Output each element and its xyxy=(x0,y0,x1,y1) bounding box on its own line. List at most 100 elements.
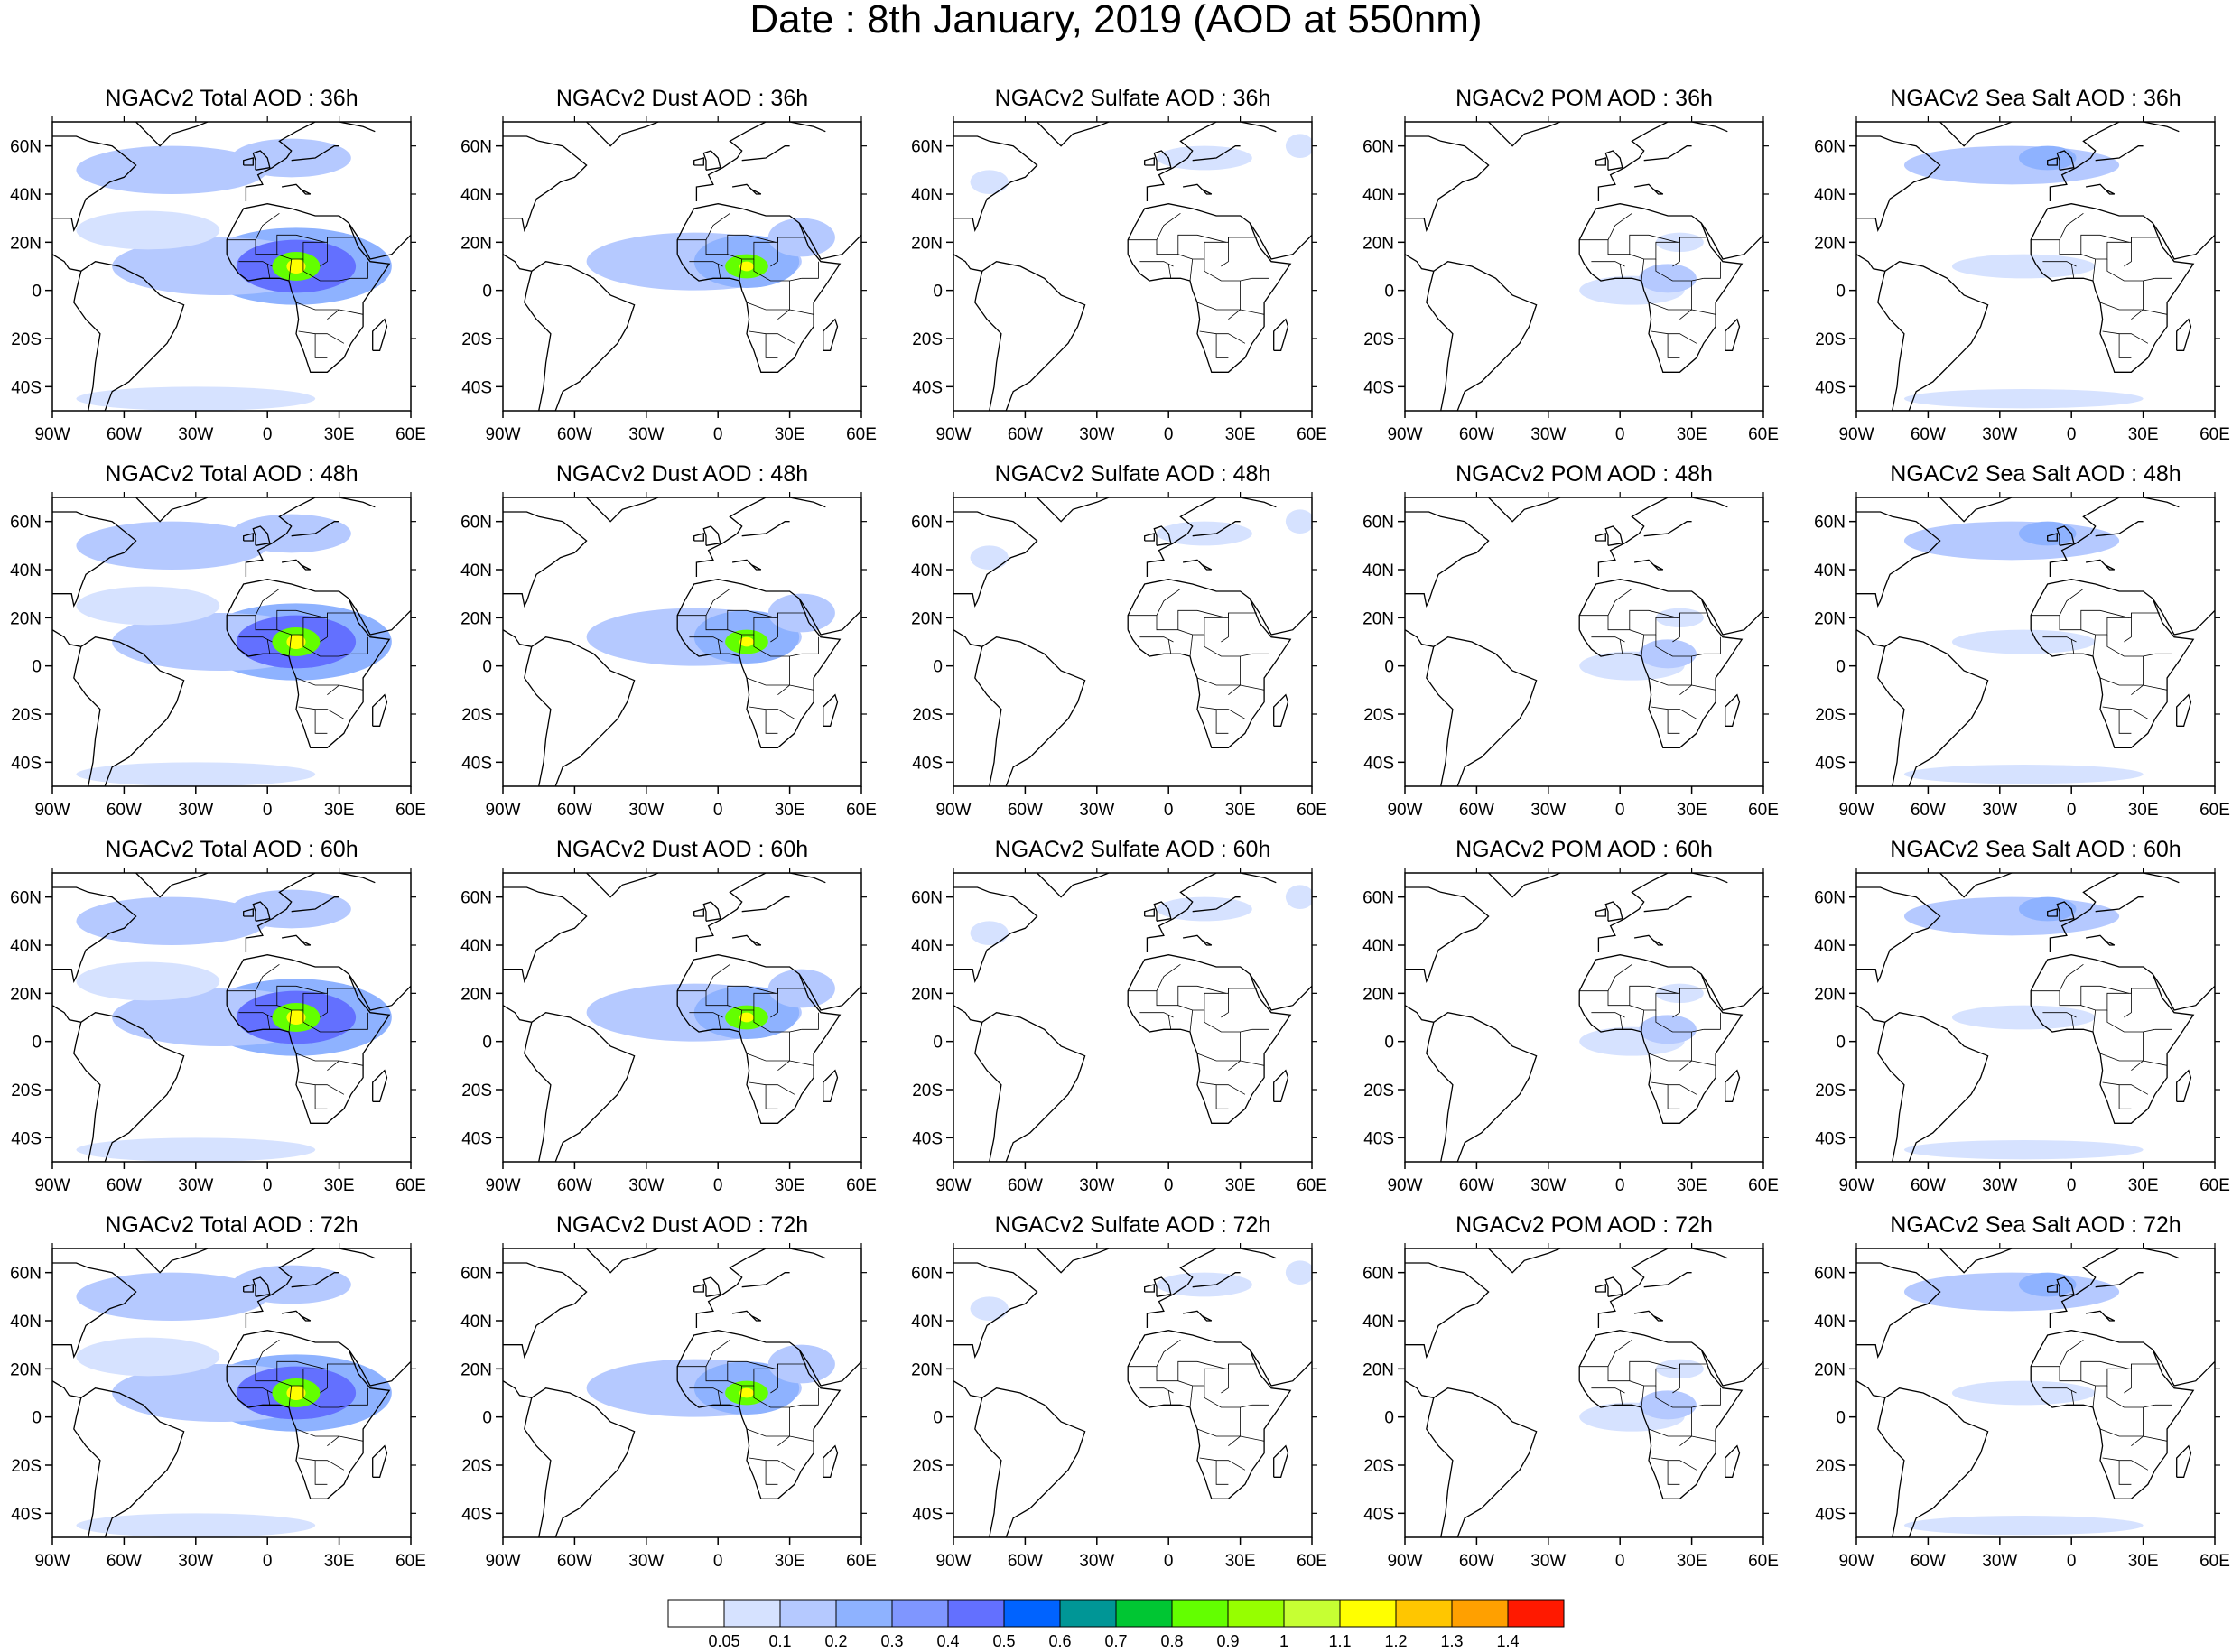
panel-title: NGACv2 Dust AOD : 36h xyxy=(555,86,809,111)
border xyxy=(266,639,271,654)
lat-tick-label: 20N xyxy=(911,234,943,253)
lon-tick-label: 30E xyxy=(1677,1552,1707,1571)
border xyxy=(2070,639,2075,654)
lon-tick-label: 0 xyxy=(2067,801,2077,820)
border xyxy=(2154,636,2172,654)
aod-field xyxy=(1903,1272,2120,1312)
aod-field xyxy=(231,514,351,553)
colorbar-label: 0.1 xyxy=(768,1632,791,1650)
lat-tick-label: 40N xyxy=(10,186,42,205)
border xyxy=(2080,609,2129,630)
coastline xyxy=(73,636,185,786)
lat-tick-label: 40N xyxy=(911,186,943,205)
coastline xyxy=(1192,896,1241,913)
lat-tick-label: 40S xyxy=(461,378,492,397)
border xyxy=(2118,1084,2132,1109)
coastline xyxy=(348,973,411,1011)
border xyxy=(276,609,325,630)
coastline xyxy=(1877,1012,1989,1162)
coastline xyxy=(1595,1284,1606,1293)
map-frame xyxy=(953,121,1313,412)
lat-tick-label: 0 xyxy=(1384,658,1394,677)
panel-title: NGACv2 Total AOD : 48h xyxy=(105,461,358,487)
colorbar-box xyxy=(1171,1599,1229,1628)
panel-title: NGACv2 Sea Salt AOD : 60h xyxy=(1890,837,2181,862)
coastline xyxy=(2085,559,2116,571)
lon-tick-label: 90W xyxy=(935,1176,971,1195)
border xyxy=(765,1084,778,1109)
coastline xyxy=(281,559,312,571)
border xyxy=(749,330,795,344)
border xyxy=(801,261,819,279)
coastline xyxy=(1153,150,1172,171)
coastline xyxy=(1037,873,1110,898)
coastline xyxy=(1700,973,1763,1011)
border xyxy=(1672,613,1680,643)
lon-tick-label: 60W xyxy=(1911,1552,1946,1571)
lat-tick-label: 20S xyxy=(461,1457,492,1476)
lon-tick-label: 0 xyxy=(2067,425,2077,444)
lat-tick-label: 40S xyxy=(11,1129,42,1148)
lon-tick-label: 90W xyxy=(1838,425,1874,444)
lat-tick-label: 20S xyxy=(1363,330,1394,349)
border xyxy=(2042,261,2077,267)
border xyxy=(2124,613,2132,643)
lon-tick-label: 90W xyxy=(34,1552,70,1571)
aod-field xyxy=(286,259,306,274)
lat-tick-label: 0 xyxy=(482,658,492,677)
coastline xyxy=(1595,908,1606,917)
lon-tick-label: 90W xyxy=(485,1552,520,1571)
coastline xyxy=(503,1380,532,1398)
lat-tick-label: 20S xyxy=(11,330,42,349)
lat-tick-label: 0 xyxy=(1836,1409,1846,1428)
lat-tick-label: 60N xyxy=(1814,514,1846,533)
lon-tick-label: 30E xyxy=(775,1552,805,1571)
border xyxy=(1591,636,1625,643)
lon-tick-label: 30W xyxy=(628,1176,664,1195)
lat-tick-label: 60N xyxy=(1814,138,1846,157)
coastline xyxy=(245,122,376,201)
lat-tick-label: 60N xyxy=(911,138,943,157)
coastline xyxy=(1643,1272,1692,1288)
lat-tick-label: 20S xyxy=(912,706,943,725)
border xyxy=(2059,212,2084,240)
border xyxy=(2106,1386,2155,1408)
border xyxy=(1128,988,1258,1011)
border xyxy=(777,1407,791,1447)
coastline xyxy=(2030,1330,2195,1499)
coastline xyxy=(291,1272,339,1288)
border xyxy=(266,1390,271,1406)
coastline xyxy=(1595,157,1606,166)
aod-field xyxy=(76,1513,316,1537)
lon-tick-label: 30W xyxy=(1530,1552,1566,1571)
aod-field xyxy=(286,1386,306,1400)
border xyxy=(770,1364,778,1394)
map-plot: 90W 60W 30W 0 30E 60E 60N 40N 20N 0 20S 40S xyxy=(911,1243,1327,1571)
lat-tick-label: 60N xyxy=(460,514,492,533)
coastline xyxy=(226,203,391,373)
lon-tick-label: 90W xyxy=(1838,801,1874,820)
lon-tick-label: 90W xyxy=(935,801,971,820)
coastline xyxy=(2056,150,2075,171)
coastline xyxy=(1153,901,1172,922)
lat-tick-label: 0 xyxy=(1384,1409,1394,1428)
lat-tick-label: 60N xyxy=(1362,514,1394,533)
map-frame xyxy=(502,121,862,412)
border xyxy=(1189,634,1194,657)
border xyxy=(2131,1407,2144,1447)
panel-title: NGACv2 Sulfate AOD : 60h xyxy=(994,837,1271,862)
coastline xyxy=(1273,318,1289,351)
border xyxy=(266,1015,271,1030)
coastline xyxy=(245,497,376,577)
border xyxy=(1655,1010,1704,1033)
lon-tick-label: 60W xyxy=(1911,801,1946,820)
border xyxy=(1667,1084,1680,1109)
lon-tick-label: 90W xyxy=(1387,1176,1422,1195)
lon-tick-label: 60W xyxy=(557,425,592,444)
border xyxy=(717,264,721,279)
lat-tick-label: 40S xyxy=(1363,754,1394,773)
panel-title: NGACv2 Sulfate AOD : 36h xyxy=(994,86,1271,111)
border xyxy=(749,1457,795,1471)
border xyxy=(777,656,791,696)
map-plot: 90W 60W 30W 0 30E 60E 60N 40N 20N 0 20S 40S xyxy=(460,1243,877,1571)
